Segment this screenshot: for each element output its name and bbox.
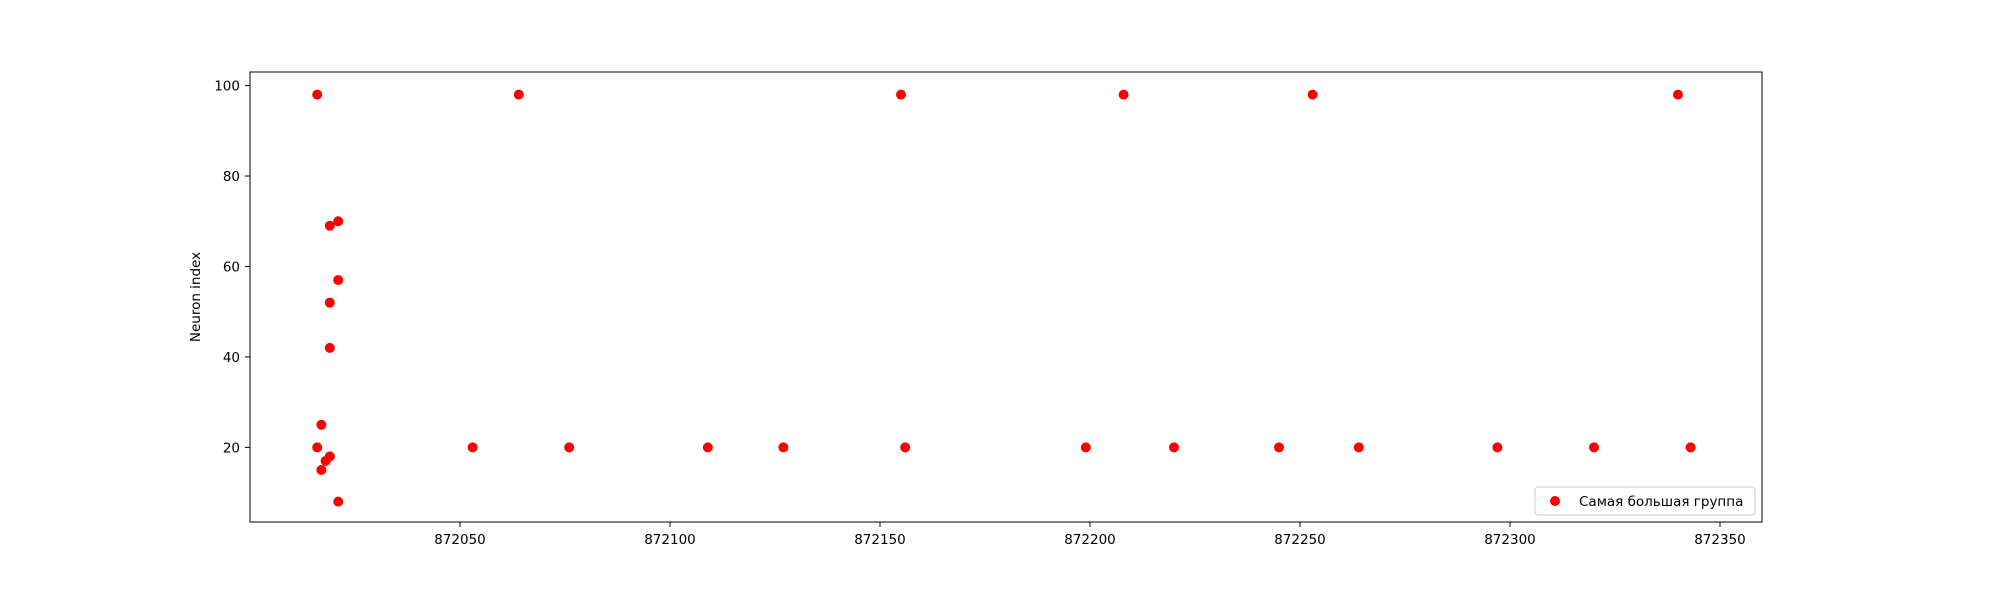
- y-tick-label: 100: [214, 79, 240, 95]
- legend-marker: [1550, 496, 1560, 506]
- x-tick-label: 872250: [1274, 532, 1326, 548]
- data-point: [333, 275, 344, 286]
- data-point: [513, 89, 524, 100]
- y-axis: 20 40 60 80 100: [214, 79, 250, 456]
- data-point: [316, 419, 327, 430]
- data-point: [1685, 442, 1696, 453]
- data-point: [778, 442, 789, 453]
- data-point: [320, 455, 331, 466]
- legend-box: [1534, 486, 1756, 516]
- y-tick-label: 20: [223, 440, 240, 456]
- data-point: [1492, 442, 1503, 453]
- x-tick-label: 872300: [1484, 532, 1536, 548]
- data-point: [1169, 442, 1179, 453]
- data-point: [324, 220, 335, 231]
- data-point: [316, 464, 327, 475]
- data-point: [312, 442, 323, 453]
- data-point: [1353, 442, 1364, 453]
- y-tick-label: 40: [223, 350, 240, 366]
- data-points: [312, 89, 1696, 507]
- data-point: [467, 442, 478, 453]
- data-point: [1673, 89, 1683, 100]
- data-point: [333, 216, 344, 227]
- data-point: [896, 89, 906, 100]
- data-point: [702, 442, 713, 453]
- legend: Самая большая группа: [1534, 486, 1756, 516]
- x-tick-label: 872350: [1694, 532, 1746, 548]
- data-point: [1080, 442, 1091, 453]
- data-point: [564, 442, 575, 453]
- data-point: [1274, 442, 1284, 453]
- data-point: [312, 89, 323, 100]
- x-tick-label: 872150: [854, 532, 906, 548]
- y-tick-label: 60: [223, 259, 240, 275]
- data-point: [333, 496, 344, 507]
- legend-label: Самая большая группа: [1579, 494, 1743, 510]
- data-point: [324, 297, 335, 308]
- x-tick-label: 872100: [644, 532, 696, 548]
- y-tick-label: 80: [223, 169, 240, 185]
- data-point: [1589, 442, 1599, 453]
- y-axis-label: Neuron index: [188, 252, 204, 342]
- x-tick-label: 872050: [434, 532, 486, 548]
- x-axis: 872050 872100 872150 872200 872250 872300 8723…: [434, 522, 1746, 548]
- data-point: [324, 342, 335, 353]
- plot-area-frame: [249, 71, 1763, 523]
- data-point: [1307, 89, 1318, 100]
- data-point: [1118, 89, 1129, 100]
- x-tick-label: 872200: [1064, 532, 1116, 548]
- data-point: [900, 442, 911, 453]
